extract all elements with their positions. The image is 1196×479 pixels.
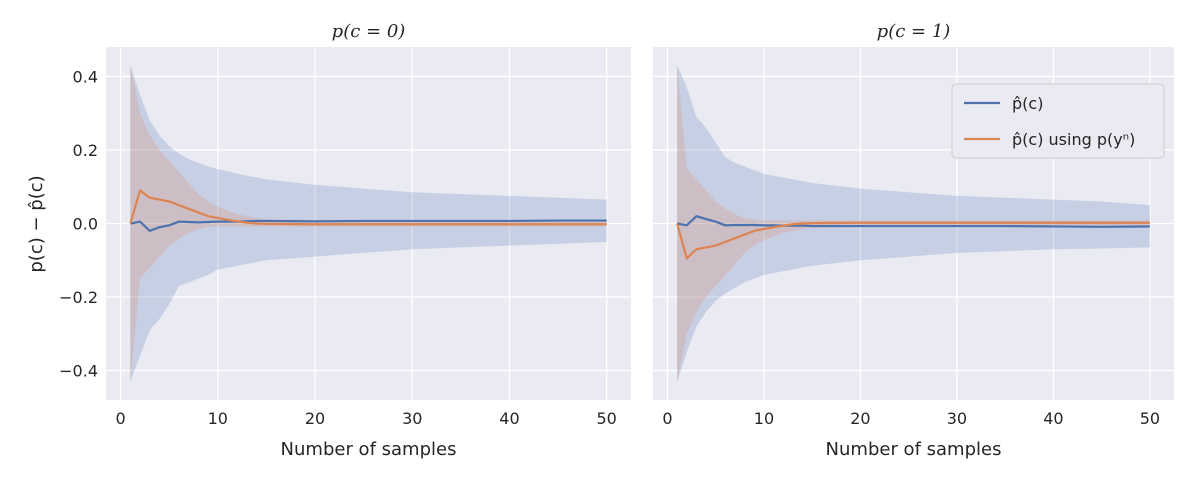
y-tick-label-left-0: −0.4 (59, 362, 98, 381)
legend-label-phat: p̂(c) (1012, 94, 1043, 113)
panel-title-right: p(c = 1) (877, 21, 951, 42)
y-axis-label: p(c) − p̂(c) (26, 175, 47, 272)
x-tick-label-right-3: 30 (947, 409, 967, 428)
x-ticks-right: 0 10 20 30 40 50 (662, 409, 1160, 428)
legend-label-phat-using-pyn: p̂(c) using p(yⁿ) (1012, 130, 1135, 149)
y-tick-label-left-1: −0.2 (59, 288, 98, 307)
x-tick-label-right-2: 20 (850, 409, 870, 428)
x-tick-label-left-3: 30 (402, 409, 422, 428)
x-axis-label-right: Number of samples (826, 439, 1002, 460)
legend: p̂(c) p̂(c) using p(yⁿ) (951, 83, 1165, 159)
x-tick-label-left-1: 10 (208, 409, 228, 428)
legend-box (951, 83, 1165, 159)
x-tick-label-left-4: 40 (499, 409, 519, 428)
x-tick-label-right-4: 40 (1043, 409, 1063, 428)
y-ticks-left: −0.4 −0.2 0.0 0.2 0.4 (59, 67, 98, 380)
y-tick-label-left-3: 0.2 (73, 141, 98, 160)
x-tick-label-right-1: 10 (754, 409, 774, 428)
lines-left (129, 189, 607, 232)
panel-title-left: p(c = 0) (332, 21, 406, 42)
x-tick-label-left-2: 20 (305, 409, 325, 428)
line-right-series-1 (676, 221, 1150, 260)
x-tick-label-right-0: 0 (662, 409, 672, 428)
x-axis-label-left: Number of samples (281, 439, 457, 460)
line-left-series-1 (129, 189, 607, 226)
x-ticks-left: 0 10 20 30 40 50 (115, 409, 616, 428)
chart-panel-p-c0: −0.4 −0.2 0.0 0.2 0.4 0 10 20 30 40 50 p(c = 0) N… (59, 21, 631, 460)
x-tick-label-left-0: 0 (115, 409, 125, 428)
lines-right (676, 215, 1150, 260)
y-tick-label-left-4: 0.4 (73, 67, 98, 86)
y-tick-label-left-2: 0.0 (73, 215, 98, 234)
x-tick-label-right-5: 50 (1140, 409, 1160, 428)
x-tick-label-left-5: 50 (597, 409, 617, 428)
